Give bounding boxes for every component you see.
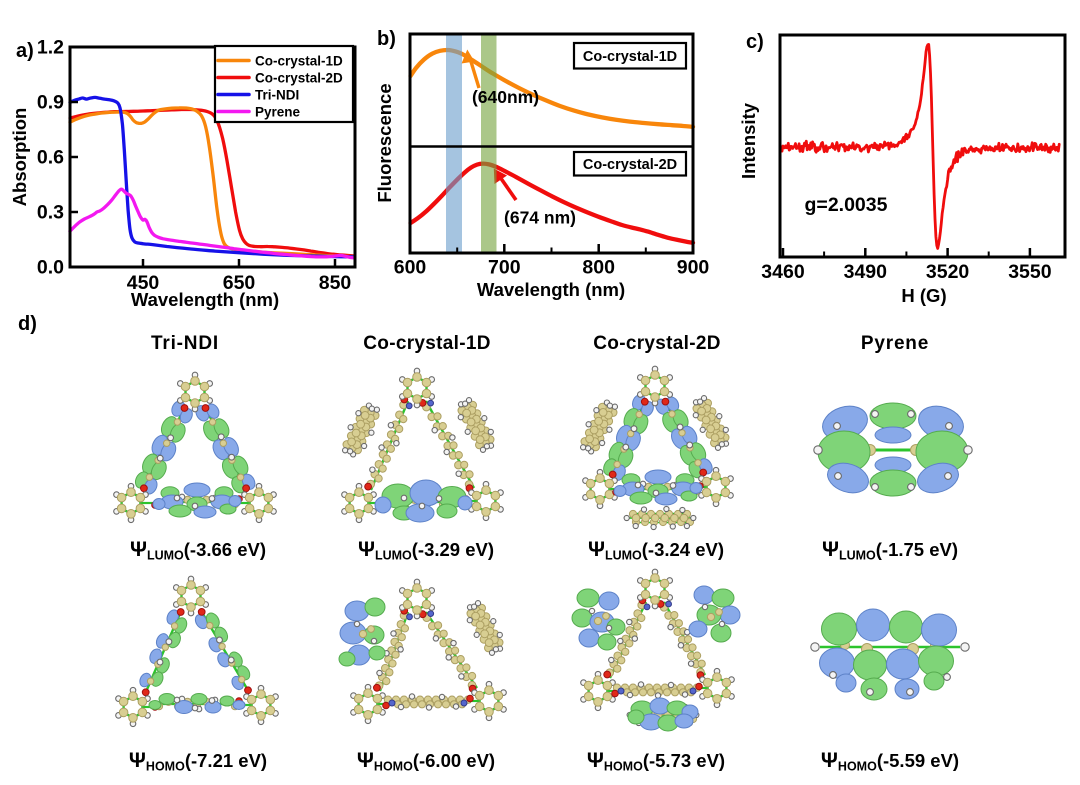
svg-text:d): d) [18,313,37,335]
svg-text:ΨLUMO(-3.24 eV): ΨLUMO(-3.24 eV) [588,538,724,563]
svg-text:ΨHOMO(-6.00 eV): ΨHOMO(-6.00 eV) [357,749,495,774]
svg-text:Wavelength (nm): Wavelength (nm) [131,289,279,310]
svg-text:Wavelength (nm): Wavelength (nm) [477,279,625,300]
svg-text:Intensity: Intensity [738,102,759,179]
svg-text:Co-crystal-1D: Co-crystal-1D [363,333,490,354]
svg-text:c): c) [746,31,764,53]
svg-text:Tri-NDI: Tri-NDI [151,333,219,354]
svg-text:a): a) [16,40,34,62]
svg-text:ΨLUMO(-1.75 eV): ΨLUMO(-1.75 eV) [822,538,958,563]
svg-text:ΨLUMO(-3.29 eV): ΨLUMO(-3.29 eV) [358,538,494,563]
svg-text:700: 700 [488,257,521,279]
svg-text:ΨHOMO(-5.59 eV): ΨHOMO(-5.59 eV) [821,749,959,774]
svg-text:ΨHOMO(-5.73 eV): ΨHOMO(-5.73 eV) [587,749,725,774]
svg-text:b): b) [377,28,396,50]
svg-text:1.2: 1.2 [37,37,64,59]
svg-text:650: 650 [223,272,256,294]
svg-text:450: 450 [127,272,160,294]
svg-text:(640nm): (640nm) [472,87,539,107]
svg-text:Co-crystal-2D: Co-crystal-2D [583,157,677,173]
svg-text:ΨLUMO(-3.66 eV): ΨLUMO(-3.66 eV) [130,538,266,563]
svg-text:H (G): H (G) [901,285,946,306]
svg-text:Pyrene: Pyrene [255,104,301,119]
svg-text:Co-crystal-2D: Co-crystal-2D [255,70,343,85]
svg-text:g=2.0035: g=2.0035 [805,194,888,216]
svg-text:3550: 3550 [1008,261,1052,283]
svg-text:ΨHOMO(-7.21 eV): ΨHOMO(-7.21 eV) [129,749,267,774]
svg-text:3460: 3460 [761,261,805,283]
svg-text:3490: 3490 [844,261,888,283]
svg-text:0.0: 0.0 [37,257,64,279]
svg-text:Co-crystal-1D: Co-crystal-1D [255,53,343,68]
svg-text:0.6: 0.6 [37,147,64,169]
svg-text:900: 900 [677,257,710,279]
svg-text:850: 850 [319,272,352,294]
svg-text:(674 nm): (674 nm) [504,208,576,228]
svg-text:Pyrene: Pyrene [861,333,929,354]
svg-text:600: 600 [394,257,427,279]
svg-text:Co-crystal-1D: Co-crystal-1D [583,49,677,65]
svg-text:0.3: 0.3 [37,202,64,224]
svg-text:3520: 3520 [926,261,970,283]
svg-text:800: 800 [582,257,615,279]
svg-text:0.9: 0.9 [37,92,64,114]
svg-text:Co-crystal-2D: Co-crystal-2D [593,333,720,354]
svg-text:Fluorescence: Fluorescence [374,83,395,202]
svg-text:Tri-NDI: Tri-NDI [255,87,299,102]
svg-text:Absorption: Absorption [9,108,30,207]
